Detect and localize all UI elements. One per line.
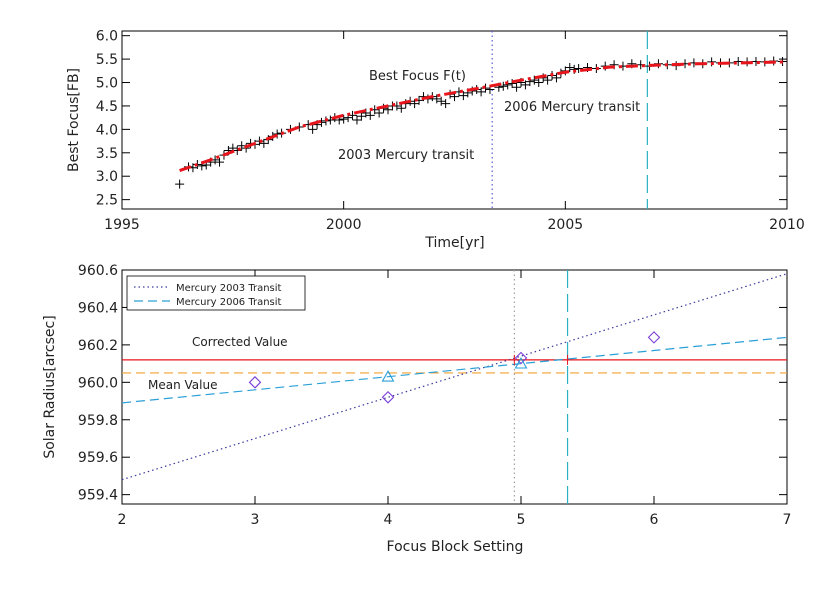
top-data-point (565, 63, 575, 73)
top-data-point (436, 96, 446, 106)
top-x-tick-label: 1995 (104, 217, 140, 233)
mean-value-label: Mean Value (148, 378, 217, 392)
legend: Mercury 2003 Transit Mercury 2006 Transi… (126, 275, 306, 311)
top-series-line-1 (179, 60, 788, 173)
bottom-diamond-point (647, 331, 661, 344)
transit-2006-label: 2006 Mercury transit (504, 100, 640, 115)
top-y-tick-label: 5.0 (96, 76, 118, 92)
bottom-x-tick-label: 3 (251, 512, 260, 528)
top-y-axis-label: Best Focus[FB] (66, 68, 82, 172)
top-data-point (707, 57, 717, 67)
bottom-x-tick-label: 2 (118, 512, 127, 528)
legend-label-2006: Mercury 2006 Transit (176, 297, 282, 308)
top-data-point (574, 63, 584, 73)
top-data-point (352, 115, 362, 125)
bottom-y-axis-label: Solar Radius[arcsec] (42, 315, 58, 458)
bottom-data-point (509, 354, 520, 365)
top-data-point (534, 78, 544, 88)
bottom-x-tick-label: 6 (650, 512, 659, 528)
top-data-point (551, 73, 561, 83)
bottom-x-axis-label: Focus Block Setting (387, 539, 524, 555)
bottom-chart-panel: 2 3 4 5 6 7 959.4 959.6 959.8 960.0 960.2 960.4 960.… (42, 263, 791, 555)
bottom-y-tick-label: 960.4 (78, 300, 118, 316)
bottom-y-tick-label: 960.0 (78, 375, 118, 391)
top-data-point (365, 110, 375, 120)
top-x-tick-label: 2000 (326, 217, 362, 233)
top-data-point (339, 114, 349, 124)
bottom-data-point (562, 354, 573, 365)
top-data-point (396, 103, 406, 113)
bottom-x-tick-label: 5 (517, 512, 526, 528)
bottom-y-tick-label: 959.6 (78, 450, 118, 466)
bottom-triangle-point (514, 356, 528, 369)
bottom-diamond-point (248, 376, 262, 389)
legend-box (126, 275, 306, 311)
top-data-point (215, 157, 225, 167)
top-y-tick-label: 3.5 (96, 146, 118, 162)
top-x-tick-label: 2005 (548, 217, 584, 233)
bottom-triangle-point (381, 370, 395, 382)
bottom-diamond-point (381, 391, 395, 404)
top-chart-panel: 1995 2000 2005 2010 2.5 3.0 3.5 4.0 4.5 5.0 5.5 6.0… (66, 29, 805, 251)
top-data-point (175, 179, 185, 189)
top-plot-frame (121, 30, 788, 210)
top-data-point (441, 99, 451, 109)
top-data-point (272, 129, 282, 139)
bottom-diamond-point (514, 351, 528, 365)
top-x-tick-label: 2010 (769, 217, 805, 233)
bottom-plot-frame (121, 269, 788, 505)
bottom-y-tick-label: 960.6 (78, 263, 118, 279)
bottom-x-tick-label: 7 (783, 512, 792, 528)
bottom-y-tick-label: 959.4 (78, 488, 118, 504)
top-data-point (543, 75, 553, 85)
best-focus-curve-label: Best Focus F(t) (369, 69, 466, 84)
top-data-point (512, 82, 522, 92)
top-data-point (361, 108, 371, 118)
top-data-point (476, 87, 486, 97)
top-data-point (529, 75, 539, 85)
bottom-x-tick-label: 4 (384, 512, 393, 528)
top-y-tick-label: 5.5 (96, 52, 118, 68)
top-data-point (432, 94, 442, 104)
top-data-point (498, 81, 508, 91)
transit-2003-label: 2003 Mercury transit (338, 148, 474, 163)
top-x-axis-label: Time[yr] (424, 235, 484, 251)
top-data-point (374, 108, 384, 118)
top-y-tick-label: 6.0 (96, 29, 118, 45)
top-data-point (259, 138, 269, 148)
bottom-y-tick-label: 960.2 (78, 338, 118, 354)
top-data-point (308, 124, 318, 134)
top-y-tick-label: 2.5 (96, 193, 118, 209)
top-y-tick-label: 4.0 (96, 122, 118, 138)
top-y-tick-label: 4.5 (96, 99, 118, 115)
legend-label-2003: Mercury 2003 Transit (176, 283, 282, 294)
bottom-y-tick-label: 959.8 (78, 413, 118, 429)
corrected-value-label: Corrected Value (192, 335, 288, 349)
top-data-point (232, 145, 242, 155)
top-y-tick-label: 3.0 (96, 169, 118, 185)
